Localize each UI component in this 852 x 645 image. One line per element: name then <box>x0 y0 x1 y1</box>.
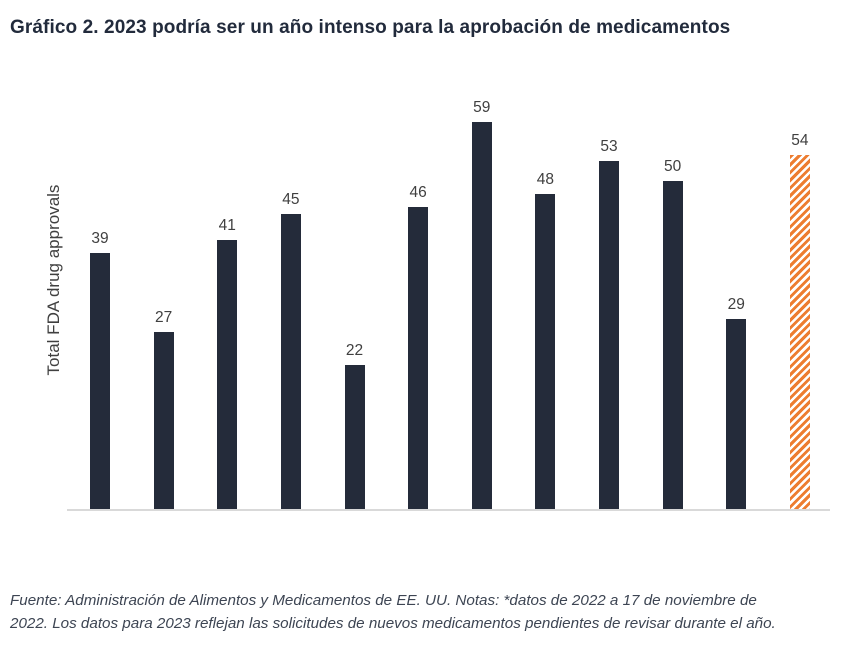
y-axis-label: Total FDA drug approvals <box>44 184 63 376</box>
bar-value-label: 45 <box>282 190 300 208</box>
bar-value-label: 54 <box>791 131 809 149</box>
bar <box>153 331 174 509</box>
bar-highlighted-hatched <box>789 154 810 509</box>
bar-group: 48 <box>535 171 556 509</box>
bar-value-label: 46 <box>409 184 427 202</box>
bar-group: 45 <box>280 190 301 509</box>
bar-value-label: 39 <box>91 230 109 248</box>
bar-group: 27 <box>153 308 174 509</box>
bar <box>662 181 683 509</box>
bar <box>280 213 301 509</box>
bar <box>599 161 619 509</box>
bar-group: 22 <box>344 341 365 509</box>
bar <box>471 121 492 509</box>
bar-value-label: 48 <box>536 171 554 189</box>
bar-value-label: 59 <box>473 98 491 116</box>
chart-title: Gráfico 2. 2023 podría ser un año intens… <box>10 17 731 38</box>
bar-group: 46 <box>408 184 429 509</box>
bar-value-label: 53 <box>600 138 618 156</box>
bar <box>408 207 429 509</box>
bar-value-label: 41 <box>218 217 236 235</box>
bar-group: 59 <box>471 98 492 509</box>
bar <box>90 253 110 509</box>
bar-group: 29 <box>726 295 747 509</box>
bar <box>217 240 238 509</box>
bar-value-label: 29 <box>727 295 745 313</box>
bar-group: 39 <box>90 230 110 509</box>
bar-value-label: 22 <box>345 341 364 359</box>
bar <box>535 194 556 509</box>
bar-group: 41 <box>217 217 238 509</box>
source-note: Fuente: Administración de Alimentos y Me… <box>10 592 776 632</box>
plot-area: 39 27 41 45 22 46 59 48 53 50 29 54 <box>67 85 830 511</box>
bar-group: 54 <box>789 131 810 509</box>
bar-value-label: 50 <box>664 158 682 175</box>
bar <box>726 318 747 509</box>
bar-value-label: 27 <box>155 308 173 326</box>
bar-group: 50 <box>662 158 683 509</box>
bar <box>344 364 365 509</box>
bar-group: 53 <box>599 138 619 509</box>
